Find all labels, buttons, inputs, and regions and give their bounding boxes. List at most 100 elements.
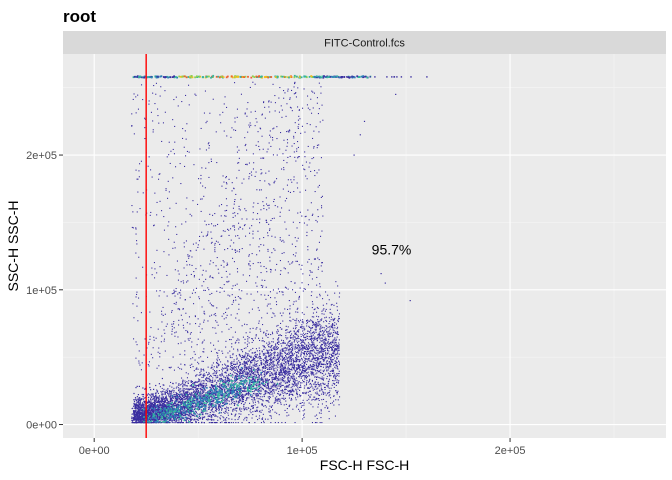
event-point: [157, 410, 159, 412]
event-point: [203, 403, 205, 405]
event-point: [303, 367, 305, 369]
event-point: [198, 381, 200, 383]
event-point: [316, 370, 318, 372]
event-point: [243, 363, 245, 365]
event-point: [320, 350, 322, 352]
event-point: [269, 396, 271, 398]
event-point: [308, 375, 310, 377]
event-point: [304, 370, 306, 372]
event-point: [240, 395, 242, 397]
event-point: [279, 366, 281, 368]
event-point: [221, 373, 223, 375]
event-point: [222, 395, 224, 397]
event-point: [182, 409, 184, 411]
event-point: [196, 374, 198, 376]
event-point: [337, 333, 339, 335]
event-point: [270, 388, 272, 390]
event-point: [281, 422, 283, 424]
event-point: [221, 374, 223, 376]
event-point: [270, 406, 272, 408]
event-point: [210, 404, 212, 406]
event-point: [187, 399, 189, 401]
event-point: [316, 337, 318, 339]
event-point: [286, 353, 288, 355]
event-point: [172, 389, 174, 391]
event-point: [259, 353, 261, 355]
event-point: [324, 357, 326, 359]
event-point: [336, 374, 338, 376]
event-point: [290, 352, 292, 354]
event-point: [304, 366, 306, 368]
event-point: [251, 372, 253, 374]
event-point: [255, 348, 257, 350]
event-point: [283, 342, 285, 344]
event-point: [285, 364, 287, 366]
event-point: [266, 367, 268, 369]
event-point: [244, 381, 246, 383]
event-point: [310, 372, 312, 374]
event-point: [228, 377, 230, 379]
event-point: [193, 408, 195, 410]
event-point: [216, 422, 218, 424]
event-point: [223, 375, 225, 377]
event-point: [176, 397, 178, 399]
event-point: [297, 396, 299, 398]
event-point: [228, 328, 230, 330]
plot-panel: [63, 54, 666, 438]
event-point: [160, 400, 162, 402]
event-point: [262, 340, 264, 342]
event-point: [211, 422, 213, 424]
event-point: [312, 357, 314, 359]
event-point: [202, 385, 204, 387]
event-point: [272, 389, 274, 391]
event-point: [232, 422, 234, 424]
event-point: [292, 335, 294, 337]
event-point: [322, 379, 324, 381]
event-point: [309, 331, 311, 333]
event-point: [234, 372, 236, 374]
event-point: [231, 413, 233, 415]
event-point: [212, 414, 214, 416]
event-point: [243, 388, 245, 390]
event-point: [325, 401, 327, 403]
event-point: [302, 348, 304, 350]
event-point: [198, 395, 200, 397]
event-point: [329, 375, 331, 377]
event-point: [233, 408, 235, 410]
event-point: [225, 401, 227, 403]
event-point: [324, 350, 326, 352]
event-point: [177, 403, 179, 405]
event-point: [301, 371, 303, 373]
event-point: [196, 388, 198, 390]
event-point: [335, 367, 337, 369]
event-point: [322, 382, 324, 384]
event-point: [166, 391, 168, 393]
event-point: [299, 368, 301, 370]
event-point: [311, 371, 313, 373]
event-point: [271, 331, 273, 333]
event-point: [313, 309, 315, 311]
event-point: [324, 407, 326, 409]
event-point: [318, 351, 320, 353]
event-point: [277, 388, 279, 390]
event-point: [171, 397, 173, 399]
event-point: [287, 357, 289, 359]
event-point: [248, 371, 250, 373]
event-point: [287, 337, 289, 339]
event-point: [261, 350, 263, 352]
event-point: [252, 407, 254, 409]
event-point: [262, 380, 264, 382]
event-point: [132, 413, 134, 415]
event-point: [272, 384, 274, 386]
event-point: [163, 405, 165, 407]
event-point: [320, 358, 322, 360]
event-point: [315, 398, 317, 400]
event-point: [221, 400, 223, 402]
event-point: [304, 385, 306, 387]
event-point: [264, 370, 266, 372]
event-point: [273, 362, 275, 364]
event-point: [298, 349, 300, 351]
event-point: [184, 394, 186, 396]
event-point: [331, 324, 333, 326]
event-point: [268, 353, 270, 355]
